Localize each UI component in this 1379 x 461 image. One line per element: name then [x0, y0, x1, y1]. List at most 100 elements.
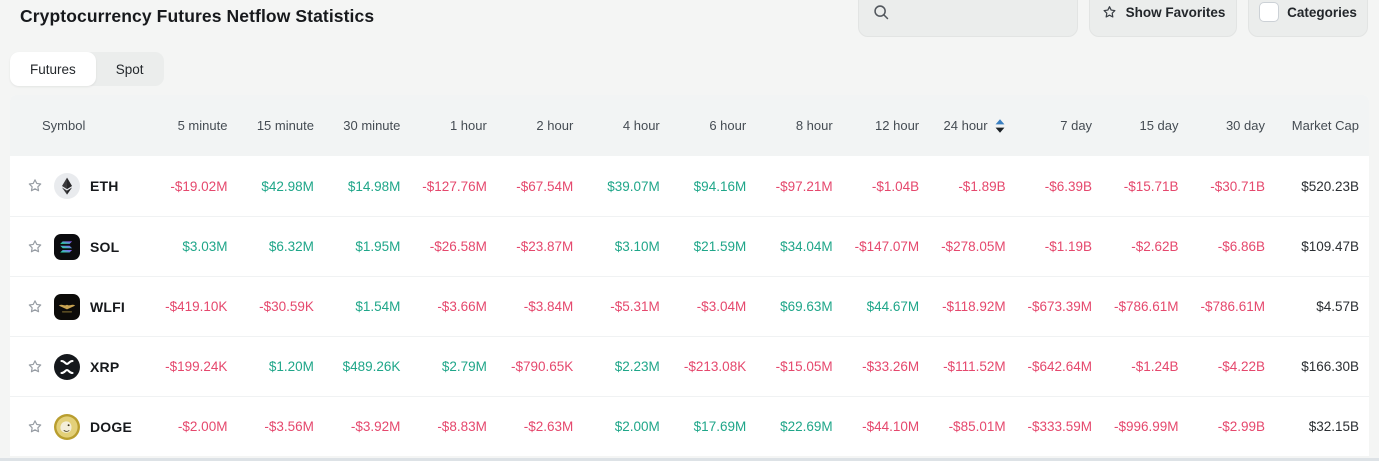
column-header-label: 6 hour	[709, 118, 747, 133]
column-header-12-hour[interactable]: 12 hour	[837, 118, 923, 133]
netflow-value: -$2.00M	[177, 419, 228, 434]
column-header-30-minute[interactable]: 30 minute	[318, 118, 404, 133]
star-icon	[1101, 4, 1118, 21]
netflow-value: -$44.10M	[862, 419, 920, 434]
table-header-row: Symbol 5 minute 15 minute 30 minute 1 hour 2 …	[10, 95, 1369, 156]
netflow-value: -$118.92M	[942, 299, 1006, 314]
column-header-4-hour[interactable]: 4 hour	[577, 118, 663, 133]
netflow-value: -$3.56M	[264, 419, 314, 434]
search-box[interactable]	[858, 0, 1078, 37]
netflow-value: -$26.58M	[429, 239, 487, 254]
netflow-value: $2.79M	[441, 359, 487, 374]
search-input[interactable]	[898, 0, 1077, 27]
netflow-value: $94.16M	[693, 178, 747, 194]
column-header-market-cap[interactable]: Market Cap	[1269, 118, 1369, 133]
show-favorites-label: Show Favorites	[1125, 4, 1226, 20]
column-header-symbol[interactable]: Symbol	[10, 118, 145, 133]
show-favorites-button[interactable]: Show Favorites	[1089, 0, 1237, 37]
column-header-label: 15 day	[1139, 118, 1179, 133]
netflow-value: -$278.05M	[941, 239, 1006, 254]
netflow-value: -$8.83M	[437, 419, 487, 434]
column-header-label: 7 day	[1060, 118, 1093, 133]
netflow-value: $3.03M	[182, 239, 228, 254]
netflow-value: -$213.08K	[683, 359, 747, 374]
market-cap-value: $520.23B	[1301, 178, 1359, 194]
netflow-value: -$97.21M	[775, 178, 833, 194]
table-row-xrp[interactable]: XRP -$199.24K $1.20M $489.26K $2.79M -$790.65…	[10, 336, 1369, 396]
netflow-value: -$15.71B	[1123, 178, 1179, 194]
symbol-label: ETH	[90, 178, 119, 194]
column-header-7-day[interactable]: 7 day	[1010, 118, 1096, 133]
table-row-eth[interactable]: ETH -$19.02M $42.98M $14.98M -$127.76M -$67.5…	[10, 156, 1369, 216]
star-outline-icon[interactable]	[26, 418, 44, 436]
netflow-value: -$15.05M	[775, 359, 833, 374]
column-header-label: 5 minute	[177, 118, 228, 133]
netflow-value: -$19.02M	[170, 178, 228, 194]
netflow-value: $6.32M	[268, 239, 314, 254]
view-tabs: Futures Spot	[10, 52, 164, 86]
star-outline-icon[interactable]	[26, 177, 44, 195]
column-header-1-hour[interactable]: 1 hour	[404, 118, 490, 133]
column-header-15-minute[interactable]: 15 minute	[231, 118, 317, 133]
netflow-value: -$419.10K	[165, 299, 228, 314]
netflow-value: -$111.52M	[943, 359, 1006, 374]
column-header-label: 4 hour	[622, 118, 660, 133]
symbol-label: SOL	[90, 238, 120, 255]
tab-spot[interactable]: Spot	[96, 52, 164, 86]
column-header-label: 30 day	[1225, 118, 1265, 133]
categories-button[interactable]: Categories	[1248, 0, 1368, 37]
symbol-cell: ETH	[10, 173, 145, 199]
column-header-2-hour[interactable]: 2 hour	[491, 118, 577, 133]
netflow-value: $14.98M	[347, 178, 401, 194]
column-header-label: 2 hour	[536, 118, 574, 133]
column-header-30-day[interactable]: 30 day	[1183, 118, 1269, 133]
netflow-value: $44.67M	[866, 299, 920, 314]
netflow-value: -$333.59M	[1027, 419, 1093, 434]
xrp-icon	[54, 353, 80, 380]
netflow-value: $2.23M	[614, 359, 660, 374]
netflow-value: -$85.01M	[948, 419, 1006, 434]
column-header-label: Market Cap	[1291, 118, 1359, 133]
column-header-label: 12 hour	[875, 118, 920, 133]
star-outline-icon[interactable]	[26, 358, 44, 376]
symbol-label: DOGE	[90, 418, 133, 435]
netflow-value: -$6.39B	[1044, 178, 1093, 194]
netflow-value: -$786.61M	[1200, 299, 1265, 314]
netflow-value: -$127.76M	[422, 178, 487, 194]
netflow-value: -$33.26M	[862, 359, 920, 374]
column-header-8-hour[interactable]: 8 hour	[750, 118, 836, 133]
symbol-cell: WLFI	[10, 293, 145, 320]
table-row-sol[interactable]: SOL $3.03M $6.32M $1.95M -$26.58M -$23.87M $3.…	[10, 216, 1369, 276]
column-header-15-day[interactable]: 15 day	[1096, 118, 1182, 133]
market-cap-value: $4.57B	[1316, 299, 1359, 314]
sort-arrows-icon[interactable]	[994, 118, 1006, 134]
column-header-5-minute[interactable]: 5 minute	[145, 118, 231, 133]
netflow-value: $489.26K	[342, 359, 401, 374]
netflow-value: $69.63M	[780, 299, 833, 314]
checkbox-icon[interactable]	[1259, 2, 1280, 22]
horizontal-scrollbar[interactable]	[0, 458, 1379, 461]
netflow-value: -$642.64M	[1027, 359, 1093, 374]
star-outline-icon[interactable]	[26, 238, 44, 256]
netflow-value: -$6.86B	[1217, 239, 1265, 254]
table-row-doge[interactable]: DOGE -$2.00M -$3.56M -$3.92M -$8.83M -$2.63M $…	[10, 396, 1369, 456]
table-body: ETH -$19.02M $42.98M $14.98M -$127.76M -$67.5…	[10, 156, 1369, 456]
market-cap-value: $166.30B	[1301, 359, 1359, 374]
symbol-label: XRP	[90, 358, 120, 375]
column-header-6-hour[interactable]: 6 hour	[664, 118, 750, 133]
netflow-value: -$1.89B	[958, 178, 1006, 194]
netflow-value: $2.00M	[614, 419, 660, 434]
wlfi-icon	[54, 293, 80, 320]
column-header-24-hour[interactable]: 24 hour	[923, 118, 1009, 134]
star-outline-icon[interactable]	[26, 298, 44, 316]
netflow-value: $39.07M	[607, 178, 660, 194]
tab-futures[interactable]: Futures	[10, 52, 96, 86]
netflow-value: $22.69M	[780, 419, 833, 434]
netflow-value: -$1.24B	[1131, 359, 1179, 374]
netflow-value: -$3.92M	[350, 419, 401, 434]
table-row-wlfi[interactable]: WLFI -$419.10K -$30.59K $1.54M -$3.66M -$3.84…	[10, 276, 1369, 336]
netflow-value: -$30.59K	[259, 299, 314, 314]
column-header-label: Symbol	[42, 118, 86, 133]
column-header-label: 24 hour	[943, 118, 988, 133]
netflow-value: $1.95M	[355, 239, 401, 254]
